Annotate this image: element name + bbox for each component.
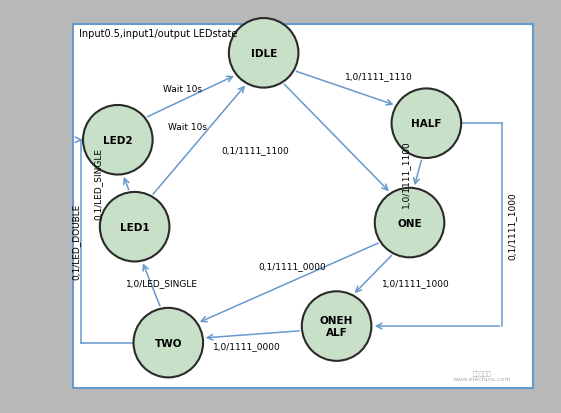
Text: Input0.5,input1/output LEDstate: Input0.5,input1/output LEDstate [79,29,237,39]
Text: 0,1/1111_1100: 0,1/1111_1100 [222,146,289,155]
Text: 0,1/1111_0000: 0,1/1111_0000 [258,262,326,271]
Ellipse shape [302,292,371,361]
Text: 0,1/1111_1000: 0,1/1111_1000 [508,191,517,259]
Ellipse shape [83,106,153,175]
Text: 电子友烧友
www.elecfans.com: 电子友烧友 www.elecfans.com [453,370,512,382]
Text: IDLE: IDLE [251,49,277,59]
Text: Wait 10s: Wait 10s [163,84,202,93]
Text: TWO: TWO [154,338,182,348]
Text: 1,0/1111_1000: 1,0/1111_1000 [381,278,449,287]
Ellipse shape [392,89,461,159]
Text: Wait 10s: Wait 10s [168,123,208,132]
Text: HALF: HALF [411,119,442,129]
Ellipse shape [375,188,444,258]
Ellipse shape [134,308,203,377]
Bar [73,25,533,388]
Ellipse shape [229,19,298,88]
Text: 1,0/LED_SINGLE: 1,0/LED_SINGLE [126,278,198,287]
Ellipse shape [100,192,169,262]
Text: 1,0/1111_0000: 1,0/1111_0000 [213,342,280,351]
Text: LED1: LED1 [120,222,149,232]
Text: ONE: ONE [397,218,422,228]
Text: 1,0/1111_1110: 1,0/1111_1110 [345,72,413,81]
Text: 0,1/LED_SINGLE: 0,1/LED_SINGLE [94,148,103,220]
Text: LED2: LED2 [103,135,132,145]
Text: 1,0/1111_1100: 1,0/1111_1100 [401,140,410,207]
Text: 0,1/LED_DOUBLE: 0,1/LED_DOUBLE [71,204,80,280]
Text: ONEH
ALF: ONEH ALF [320,316,353,337]
